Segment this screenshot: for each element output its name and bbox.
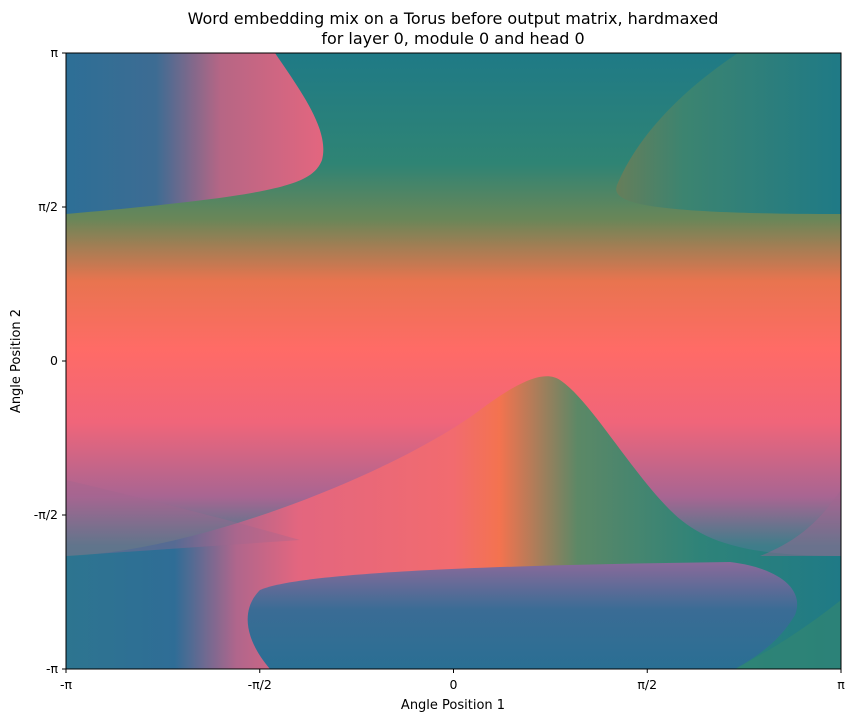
x-tick-label: 0 <box>450 677 458 692</box>
x-tick-label: π <box>837 677 845 692</box>
chart-title-line-1: Word embedding mix on a Torus before out… <box>188 9 719 28</box>
x-axis-ticks: -π -π/2 0 π/2 π <box>60 669 845 692</box>
y-tick-label: -π <box>46 661 59 676</box>
heatmap-region-right-fade <box>760 490 841 556</box>
heatmap-field <box>66 53 841 669</box>
x-tick-label: -π <box>60 677 73 692</box>
heatmap-region-bottom-right-corner <box>735 600 841 669</box>
y-tick-label: -π/2 <box>34 507 58 522</box>
heatmap-region-left-fade <box>66 480 300 556</box>
y-axis-label: Angle Position 2 <box>9 309 24 413</box>
x-tick-label: -π/2 <box>248 677 272 692</box>
y-tick-label: 0 <box>50 353 58 368</box>
heatmap-region-top-left <box>66 53 324 214</box>
y-axis-ticks: -π -π/2 0 π/2 π <box>34 45 66 676</box>
x-tick-label: π/2 <box>637 677 657 692</box>
y-tick-label: π <box>50 45 58 60</box>
heatmap-region-top-right <box>616 53 841 214</box>
y-tick-label: π/2 <box>38 199 58 214</box>
chart-title-line-2: for layer 0, module 0 and head 0 <box>321 29 584 48</box>
x-axis-label: Angle Position 1 <box>401 698 505 713</box>
heatmap-region-bottom-blob <box>247 562 798 669</box>
